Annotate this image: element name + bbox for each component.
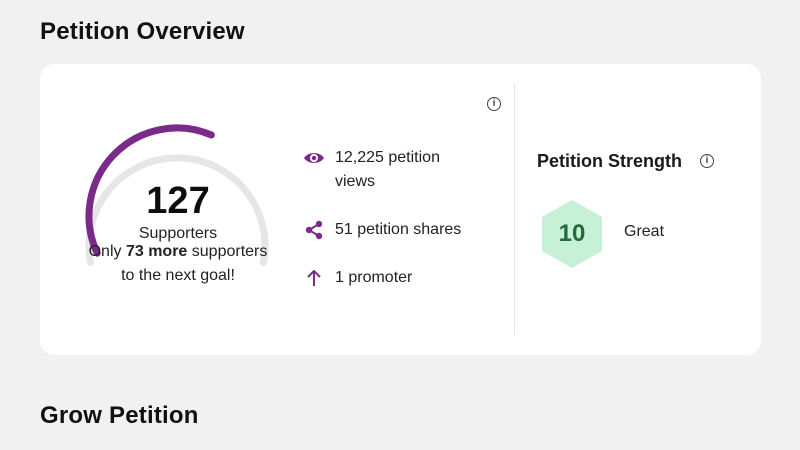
goal-suffix: supporters to the next goal! — [121, 243, 268, 284]
arrow-up-icon — [302, 266, 326, 290]
supporters-label: Supporters — [138, 225, 218, 242]
stat-promoters: 1 promoter — [302, 266, 412, 290]
supporters-count: 127 — [146, 180, 210, 222]
grow-petition-title: Grow Petition — [40, 402, 199, 429]
goal-remaining: 73 more — [125, 243, 188, 260]
stat-views: 12,225 petition views — [302, 146, 465, 194]
card-divider — [514, 84, 515, 335]
strength-hexagon — [542, 200, 602, 268]
gauge-track — [85, 154, 269, 267]
stat-promoters-text: 1 promoter — [335, 269, 413, 286]
goal-prefix: Only — [88, 243, 126, 260]
strength-rating: Great — [624, 223, 665, 240]
petition-strength-title: Petition Strength — [537, 151, 682, 171]
petition-overview-title: Petition Overview — [40, 18, 245, 45]
info-icon[interactable]: i — [487, 97, 501, 111]
eye-icon — [302, 146, 326, 170]
strength-info-icon[interactable]: i — [700, 154, 714, 168]
gauge-progress — [85, 124, 215, 257]
share-icon — [302, 218, 326, 242]
stat-views-text: 12,225 petition views — [335, 149, 440, 190]
supporters-gauge — [85, 124, 269, 267]
stat-shares: 51 petition shares — [302, 218, 461, 242]
strength-score: 10 — [558, 220, 586, 247]
next-goal-text: Only 73 more supporters to the next goal… — [84, 240, 272, 288]
stat-shares-text: 51 petition shares — [335, 221, 462, 238]
petition-overview-card: i 127 Supporters Only 73 more supporters… — [40, 64, 761, 355]
